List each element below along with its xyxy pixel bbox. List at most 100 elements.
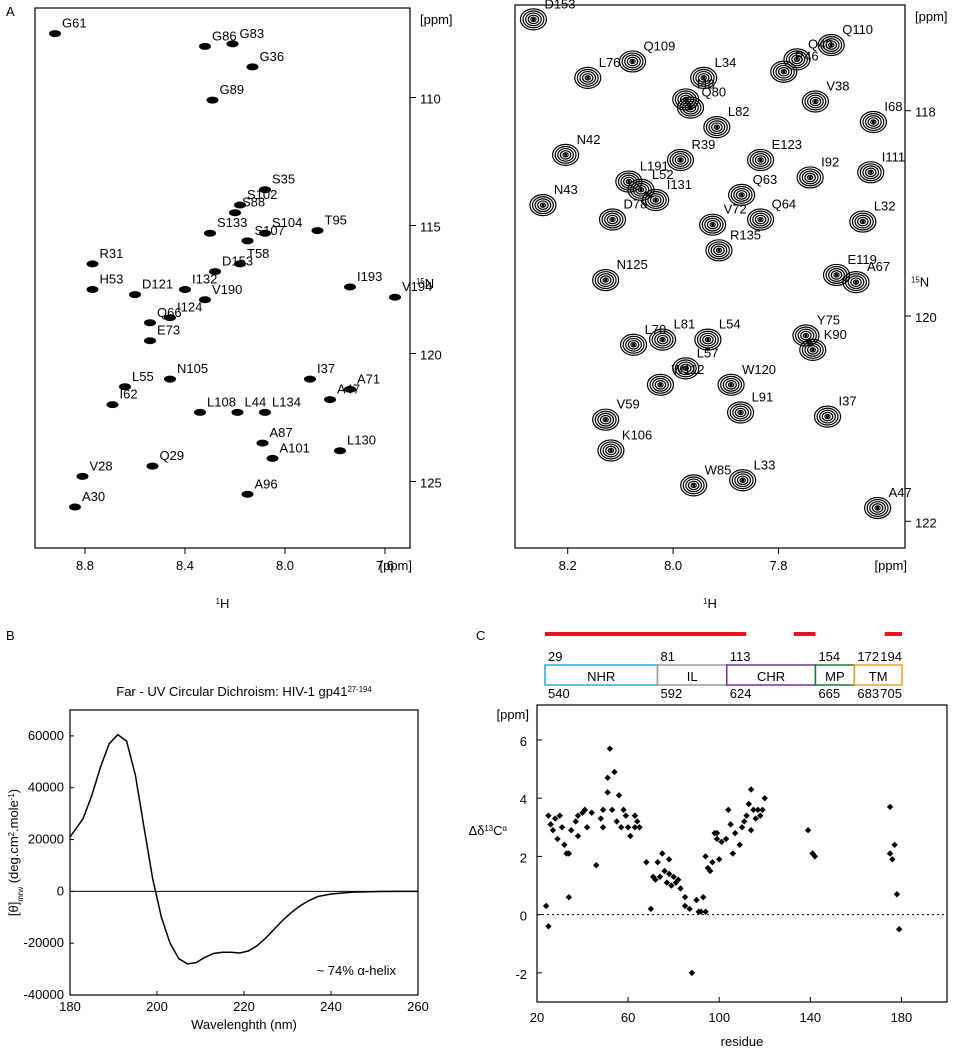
peak-contour [537, 200, 549, 210]
data-point [604, 789, 611, 796]
peak-contour [687, 104, 694, 111]
peak-center [813, 99, 817, 103]
peak-contour [819, 409, 836, 424]
data-point [747, 827, 755, 834]
peak-label: I68 [884, 99, 902, 114]
data-point [675, 876, 682, 883]
peak-label: L33 [754, 457, 776, 472]
peak-contour [597, 412, 615, 427]
peak [129, 291, 141, 299]
peak-center [854, 280, 858, 284]
data-point [811, 853, 819, 860]
peak-label: L54 [719, 317, 741, 332]
peak-label: R31 [100, 246, 124, 261]
peak-contour [674, 359, 697, 378]
peak-contour [780, 69, 787, 75]
peak-center [871, 120, 875, 124]
peak-contour [749, 150, 772, 169]
peak-contour [738, 192, 745, 198]
peak-contour [859, 218, 867, 225]
peak-contour [259, 229, 271, 237]
peak-center [604, 278, 608, 282]
data-point [556, 812, 563, 819]
data-point [670, 873, 677, 880]
peak [694, 328, 722, 351]
peak-contour [206, 96, 219, 104]
domain-box [853, 664, 903, 686]
peak-contour [324, 396, 336, 404]
peak-label: D121 [142, 277, 173, 292]
peak [813, 405, 842, 428]
peak-contour [705, 118, 728, 137]
peak [817, 33, 845, 57]
peak [690, 66, 718, 89]
data-point [727, 821, 734, 828]
peak-contour [854, 214, 872, 229]
peak-contour [824, 413, 831, 420]
peak-contour [199, 296, 211, 304]
peak-contour [717, 373, 745, 396]
peak-label: N105 [177, 361, 208, 376]
peak-contour [672, 153, 689, 167]
peak-label: A87 [270, 425, 293, 440]
env-number: 665 [818, 686, 840, 701]
peak-contour [86, 286, 99, 294]
peak-contour [788, 52, 806, 67]
data-point [702, 908, 709, 915]
peak-label: Y75 [817, 313, 840, 328]
peak-contour [618, 50, 647, 73]
peak-contour [816, 407, 839, 426]
peak [646, 373, 675, 396]
peak-label: Q63 [753, 172, 778, 187]
peak [598, 208, 627, 231]
peak-label: W120 [742, 362, 776, 377]
peak-contour [863, 496, 892, 520]
data-point [599, 824, 607, 831]
peak-label: S35 [272, 172, 295, 187]
peak-label: S107 [255, 223, 285, 238]
peak-contour [806, 174, 814, 181]
peak-contour [817, 33, 845, 57]
peak-label: G36 [260, 49, 285, 64]
peak-contour [209, 268, 221, 276]
data-point [700, 893, 707, 901]
peak-contour [864, 115, 882, 129]
peak-label: V194 [402, 279, 432, 294]
data-point [647, 905, 655, 913]
peak-label: I131 [667, 177, 692, 192]
peak-center [811, 348, 815, 352]
peak-contour [598, 208, 627, 231]
peak-contour [592, 408, 620, 431]
plot-frame [536, 704, 948, 1003]
peak-contour [609, 216, 616, 223]
data-point [567, 827, 575, 834]
peak-contour [701, 215, 724, 234]
peak-contour [722, 377, 740, 392]
data-point [722, 835, 730, 843]
data-point [659, 850, 666, 857]
peak [519, 8, 548, 31]
text-part: [θ] [6, 902, 21, 916]
peak-contour [757, 216, 764, 223]
peak-label: E73 [157, 323, 180, 338]
peak [857, 161, 885, 184]
peak [334, 447, 346, 455]
peak [144, 319, 156, 327]
data-point [713, 829, 721, 837]
peak-contour [729, 403, 752, 422]
x-unit: [ppm] [874, 558, 907, 573]
env-number: 705 [880, 686, 902, 701]
data-point [681, 902, 689, 910]
peak [389, 293, 401, 301]
peak [266, 454, 279, 462]
peak [703, 116, 731, 139]
peak-label: L134 [272, 394, 301, 409]
peak-contour [682, 365, 689, 372]
data-point [729, 850, 737, 857]
peak-contour [734, 407, 747, 418]
peak-contour [775, 64, 793, 79]
peak [76, 472, 89, 480]
domain-name: NHR [587, 669, 615, 684]
peak-contour [706, 219, 719, 230]
